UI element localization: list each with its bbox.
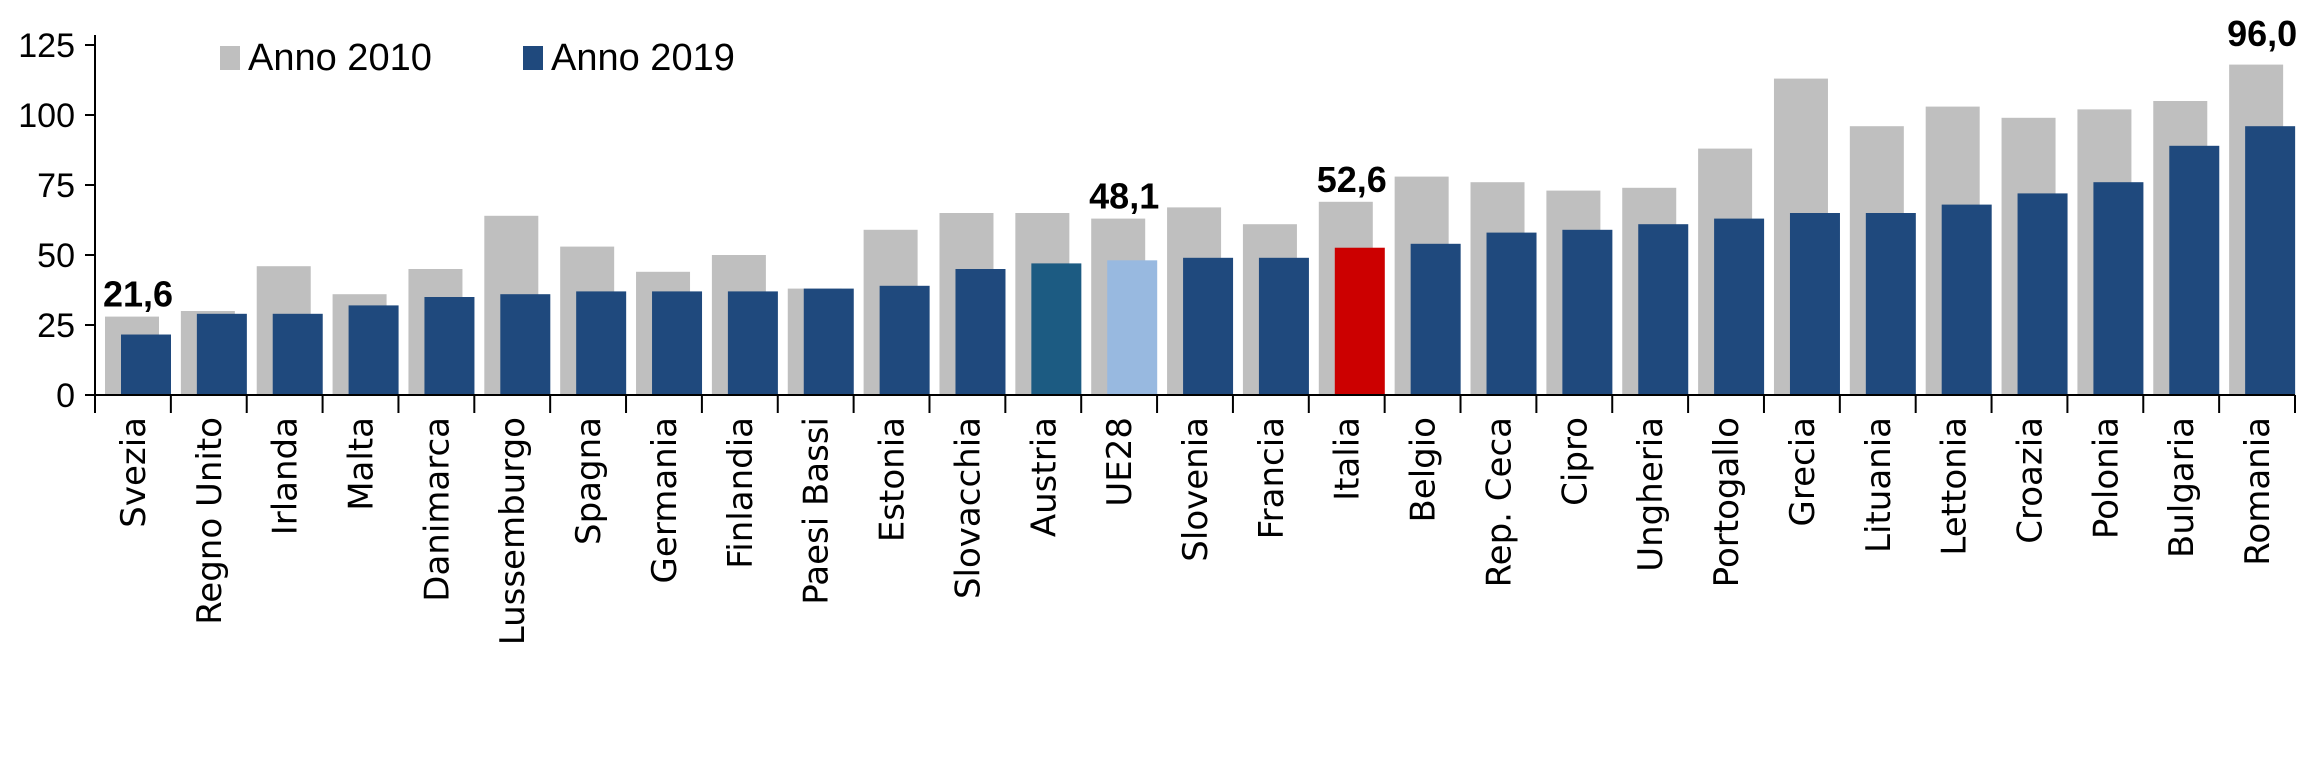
x-axis: Svezia Regno Unito Irlanda Malta Danimarca Lu… [94,394,2296,645]
data-labels: 21,6 48,1 52,6 96,0 [103,13,2297,314]
bar-2019 [272,313,323,395]
bar-2019 [1334,247,1385,395]
bar-2019 [2169,145,2220,395]
x-category-label: Rep. Ceca [1479,417,1519,587]
x-category-label: Romania [2238,417,2278,566]
data-label: 96,0 [2227,13,2297,54]
x-category-label: Lettonia [1935,417,1975,556]
x-category-label: Cipro [1555,417,1595,506]
bars [105,64,2296,396]
bar-2019 [1941,204,1992,395]
bar-2019 [348,305,399,395]
bar-2019 [727,291,778,395]
x-category-label: UE28 [1100,417,1140,507]
y-tick-label: 125 [18,27,75,65]
x-category-label: Lituania [1859,417,1899,553]
y-tick-label: 75 [37,167,75,205]
bar-2019 [2017,193,2068,395]
bar-2019 [803,288,854,395]
legend-label-2019: Anno 2019 [551,37,735,79]
x-category-label: Danimarca [417,417,457,602]
legend-label-2010: Anno 2010 [248,37,432,79]
data-label: 21,6 [103,274,173,315]
x-category-label: Slovacchia [948,417,988,599]
bar-2019 [1410,243,1461,395]
bar-2019 [1789,213,1840,395]
x-category-label: Spagna [569,417,609,545]
bar-2019 [500,294,551,395]
bar-2019 [1031,263,1082,395]
data-label: 52,6 [1317,159,1387,200]
legend-swatch-2010 [220,46,240,70]
x-category-label: Ungheria [1631,417,1671,572]
bar-2019 [424,297,475,395]
bar-2019 [1258,257,1309,395]
y-tick-label: 50 [37,237,75,275]
legend: Anno 2010 Anno 2019 [220,37,735,79]
bar-2019 [1107,260,1158,395]
y-axis: 0 25 50 75 100 125 [18,27,96,415]
x-category-label: Croazia [2010,417,2050,544]
y-tick-label: 100 [18,97,75,135]
x-category-label: Belgio [1404,417,1444,523]
x-category-label: Regno Unito [190,417,230,625]
data-label: 48,1 [1089,176,1159,217]
bar-2019 [1865,213,1916,395]
bar-2019 [2093,182,2144,395]
x-category-label: Polonia [2086,417,2126,539]
legend-swatch-2019 [523,46,543,70]
x-category-label: Francia [1252,417,1292,539]
x-category-label: Svezia [114,417,154,528]
x-category-label: Paesi Bassi [797,417,837,605]
bar-2019 [879,285,930,395]
bar-2019 [196,313,247,395]
bar-2019 [1486,232,1537,395]
x-category-label: Grecia [1783,417,1823,526]
bar-2019 [652,291,703,395]
y-tick-label: 25 [37,307,75,345]
bar-2019 [1183,257,1234,395]
x-category-label: Portogallo [1707,417,1747,587]
bar-2019 [121,334,171,395]
x-category-label: Irlanda [266,417,306,535]
x-category-label: Malta [342,417,382,511]
x-category-label: Bulgaria [2162,417,2202,558]
y-tick-label: 0 [56,377,75,415]
bar-2019 [2245,126,2296,395]
bar-2019 [1562,229,1613,395]
x-category-label: Austria [1024,417,1064,537]
bar-2019 [1638,224,1689,395]
x-category-label: Lussemburgo [493,417,533,645]
x-category-label: Finlandia [721,417,761,569]
x-category-label: Slovenia [1176,417,1216,562]
x-category-label: Estonia [873,417,913,542]
bar-2019 [576,291,627,395]
x-category-label: Germania [645,417,685,583]
x-category-label: Italia [1328,417,1368,501]
bar-2019 [1714,218,1765,395]
bar-2019 [955,269,1006,395]
